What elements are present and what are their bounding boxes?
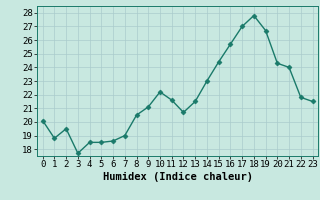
X-axis label: Humidex (Indice chaleur): Humidex (Indice chaleur) bbox=[103, 172, 252, 182]
